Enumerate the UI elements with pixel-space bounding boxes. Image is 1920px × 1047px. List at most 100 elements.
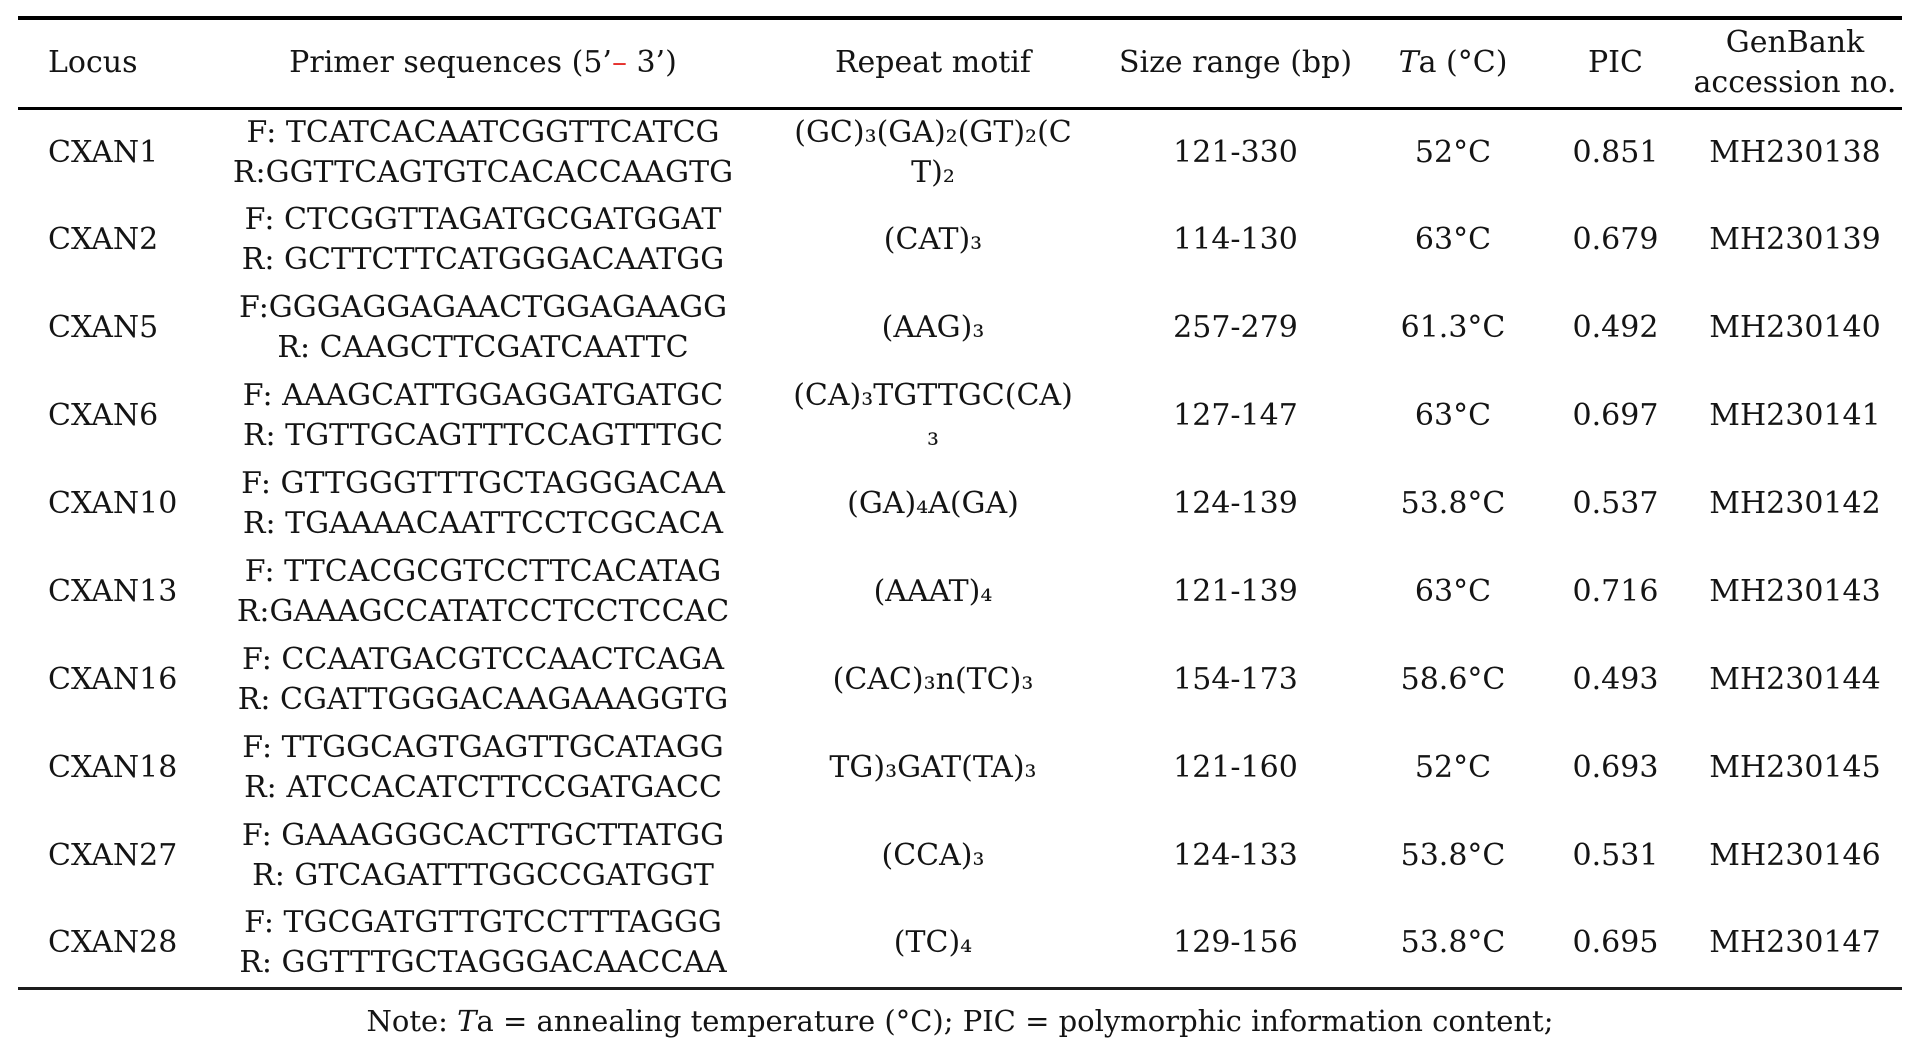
primer-cell: F: GTTGGGTTTGCTAGGGACAA R: TGAAAACAATTCC… [241, 466, 725, 541]
motif-cell: (CAT)₃ [883, 222, 983, 257]
ta-cell: 53.8°C [1400, 925, 1506, 961]
ta-cell: 52°C [1414, 134, 1492, 170]
header-pic: PIC [1588, 45, 1643, 81]
size-cell: 121-160 [1173, 750, 1298, 785]
locus-cell: CXAN16 [48, 662, 178, 697]
locus-cell: CXAN1 [48, 134, 159, 170]
locus-cell: CXAN18 [48, 750, 178, 785]
header-size-range: Size range (bp) [1118, 45, 1353, 81]
locus-cell: CXAN5 [48, 310, 159, 345]
table-row: CXAN16 F: CCAATGACGTCCAACTCAGA R: CGATTG… [18, 636, 1902, 724]
ta-cell: 63°C [1414, 222, 1492, 257]
size-cell: 257-279 [1173, 310, 1298, 345]
pic-cell: 0.537 [1572, 486, 1659, 521]
locus-cell: CXAN2 [48, 222, 159, 257]
table-row: CXAN13 F: TTCACGCGTCCTTCACATAG R:GAAAGCC… [18, 548, 1902, 636]
ta-cell: 53.8°C [1400, 838, 1506, 873]
table-row: CXAN6 F: AAAGCATTGGAGGATGATGC R: TGTTGCA… [18, 372, 1902, 460]
locus-cell: CXAN10 [48, 486, 178, 521]
header-ta-rest: a (°C) [1418, 45, 1508, 81]
genbank-cell: MH230141 [1709, 398, 1881, 433]
motif-cell: (GA)₄A(GA) [847, 486, 1019, 521]
primer-cell: F:GGGAGGAGAACTGGAGAAGG R: CAAGCTTCGATCAA… [238, 290, 728, 365]
primer-cell: F: GAAAGGGCACTTGCTTATGG R: GTCAGATTTGGCC… [241, 818, 725, 893]
genbank-cell: MH230146 [1709, 838, 1881, 873]
genbank-cell: MH230144 [1709, 662, 1881, 697]
header-row: Locus Primer sequences (5’– 3’) Repeat m… [18, 18, 1902, 108]
genbank-cell: MH230139 [1709, 222, 1881, 257]
header-repeat-motif: Repeat motif [834, 45, 1032, 81]
pic-cell: 0.716 [1572, 574, 1659, 609]
motif-cell: (TC)₄ [893, 925, 973, 961]
locus-cell: CXAN6 [48, 398, 159, 433]
genbank-cell: MH230140 [1709, 310, 1881, 345]
genbank-cell: MH230147 [1709, 925, 1881, 961]
table-body: CXAN1 F: TCATCACAATCGGTTCATCG R:GGTTCAGT… [18, 108, 1902, 988]
locus-cell: CXAN13 [48, 574, 178, 609]
size-cell: 129-156 [1173, 925, 1298, 961]
table-row: CXAN18 F: TTGGCAGTGAGTTGCATAGG R: ATCCAC… [18, 724, 1902, 812]
motif-cell: (AAG)₃ [881, 310, 985, 345]
header-ta-italic-t: T [1398, 45, 1419, 81]
table-row: CXAN10 F: GTTGGGTTTGCTAGGGACAA R: TGAAAA… [18, 460, 1902, 548]
size-cell: 154-173 [1173, 662, 1298, 697]
header-primer-suffix: 3’) [626, 45, 677, 81]
ta-cell: 61.3°C [1400, 310, 1506, 345]
table-header: Locus Primer sequences (5’– 3’) Repeat m… [18, 18, 1902, 108]
red-dash: – [611, 45, 627, 81]
note-rest: a = annealing temperature (°C); PIC = po… [476, 1003, 1554, 1038]
header-primer-prefix: Primer sequences (5’ [289, 45, 612, 81]
pic-cell: 0.851 [1572, 134, 1659, 170]
note-italic-t: T [457, 1003, 477, 1038]
table-row: CXAN27 F: GAAAGGGCACTTGCTTATGG R: GTCAGA… [18, 812, 1902, 900]
motif-cell: (GC)₃(GA)₂(GT)₂(C T)₂ [794, 114, 1072, 190]
table-row: CXAN5 F:GGGAGGAGAACTGGAGAAGG R: CAAGCTTC… [18, 284, 1902, 372]
primer-cell: F: TTGGCAGTGAGTTGCATAGG R: ATCCACATCTTCC… [242, 730, 724, 805]
ta-cell: 58.6°C [1400, 662, 1506, 697]
motif-cell: (CAC)₃n(TC)₃ [832, 662, 1034, 697]
size-cell: 121-330 [1173, 134, 1298, 170]
pic-cell: 0.531 [1572, 838, 1659, 873]
ta-cell: 63°C [1414, 574, 1492, 609]
size-cell: 124-139 [1173, 486, 1298, 521]
motif-cell: TG)₃GAT(TA)₃ [829, 750, 1037, 785]
pic-cell: 0.693 [1572, 750, 1659, 785]
size-cell: 124-133 [1173, 838, 1298, 873]
header-locus: Locus [48, 45, 138, 81]
size-cell: 114-130 [1173, 222, 1298, 257]
pic-cell: 0.493 [1572, 662, 1659, 697]
genbank-cell: MH230142 [1709, 486, 1881, 521]
size-cell: 121-139 [1173, 574, 1298, 609]
primer-cell: F: CCAATGACGTCCAACTCAGA R: CGATTGGGACAAG… [237, 642, 729, 717]
pic-cell: 0.492 [1572, 310, 1659, 345]
table-row: CXAN1 F: TCATCACAATCGGTTCATCG R:GGTTCAGT… [18, 108, 1902, 196]
ta-cell: 52°C [1414, 750, 1492, 785]
primer-cell: F: CTCGGTTAGATGCGATGGAT R: GCTTCTTCATGGG… [241, 202, 725, 277]
primer-cell: F: AAAGCATTGGAGGATGATGC R: TGTTGCAGTTTCC… [242, 378, 724, 453]
genbank-cell: MH230143 [1709, 574, 1881, 609]
table-row: CXAN2 F: CTCGGTTAGATGCGATGGAT R: GCTTCTT… [18, 196, 1902, 284]
primer-cell: F: TGCGATGTTGTCCTTTAGGG R: GGTTTGCTAGGGA… [239, 905, 727, 981]
table-row: CXAN28 F: TGCGATGTTGTCCTTTAGGG R: GGTTTG… [18, 900, 1902, 988]
locus-cell: CXAN28 [48, 925, 178, 961]
motif-cell: (AAAT)₄ [873, 574, 993, 609]
header-genbank: GenBank accession no. [1693, 25, 1897, 101]
pic-cell: 0.695 [1572, 925, 1659, 961]
header-ta: Ta (°C) [1363, 18, 1543, 108]
primer-cell: F: TTCACGCGTCCTTCACATAG R:GAAAGCCATATCCT… [236, 554, 730, 629]
table-footnote: Note: Ta = annealing temperature (°C); P… [0, 1004, 1920, 1038]
note-prefix: Note: [366, 1003, 458, 1038]
pic-cell: 0.697 [1572, 398, 1659, 433]
header-primer-sequences: Primer sequences (5’– 3’) [208, 18, 758, 108]
ta-cell: 53.8°C [1400, 486, 1506, 521]
ta-cell: 63°C [1414, 398, 1492, 433]
motif-cell: (CCA)₃ [881, 838, 985, 873]
genbank-cell: MH230138 [1709, 134, 1881, 170]
motif-cell: (CA)₃TGTTGC(CA) ₃ [793, 378, 1073, 453]
primer-table: Locus Primer sequences (5’– 3’) Repeat m… [18, 16, 1902, 990]
genbank-cell: MH230145 [1709, 750, 1881, 785]
locus-cell: CXAN27 [48, 838, 178, 873]
primer-cell: F: TCATCACAATCGGTTCATCG R:GGTTCAGTGTCACA… [232, 114, 734, 190]
pic-cell: 0.679 [1572, 222, 1659, 257]
